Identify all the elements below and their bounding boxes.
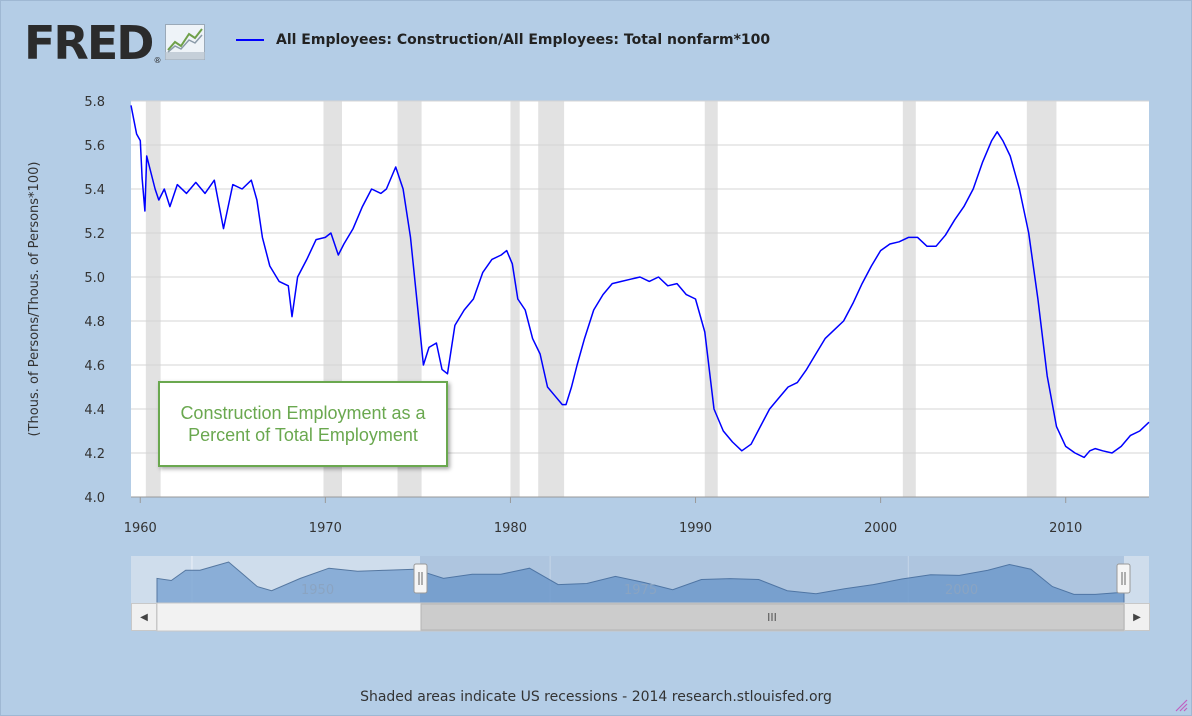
- footer-note: Shaded areas indicate US recessions - 20…: [360, 689, 832, 705]
- y-tick-label: 4.6: [84, 359, 105, 374]
- scroll-left-arrow[interactable]: ◀: [131, 603, 157, 631]
- recession-band: [145, 101, 161, 497]
- scrollbar-thumb[interactable]: [420, 603, 1125, 631]
- right-arrow-icon: ▶: [1133, 611, 1141, 623]
- x-tick-label: 1970: [309, 521, 342, 536]
- y-tick-label: 4.4: [84, 403, 105, 418]
- y-axis-label: (Thous. of Persons/Thous. of Persons*100…: [27, 162, 42, 437]
- x-axis-ticks: 1960 1970 1980 1990 2000 2010: [124, 496, 1149, 536]
- scrollbar-grip: III: [767, 611, 777, 624]
- chart-legend[interactable]: All Employees: Construction/All Employee…: [236, 32, 770, 48]
- resize-grip-icon[interactable]: [1174, 698, 1188, 712]
- line-graph-icon: [165, 24, 206, 64]
- navigator-right-handle[interactable]: [1116, 563, 1131, 594]
- y-tick-label: 5.4: [84, 183, 105, 198]
- fred-logo: FRED ®: [24, 16, 206, 70]
- annotation-text: Construction Employment as a Percent of …: [180, 403, 426, 445]
- left-arrow-icon: ◀: [140, 611, 148, 623]
- navigator-window[interactable]: [420, 556, 1124, 603]
- y-tick-label: 5.8: [84, 95, 105, 110]
- x-tick-label: 1990: [679, 521, 712, 536]
- y-tick-label: 4.2: [84, 447, 105, 462]
- navigator-year-labels: 1950 1975 2000: [301, 583, 978, 598]
- series-line: [130, 105, 1150, 459]
- recession-band: [704, 101, 718, 497]
- navigator-left-handle[interactable]: [413, 563, 428, 594]
- y-tick-label: 5.6: [84, 139, 105, 154]
- y-tick-label: 5.2: [84, 227, 105, 242]
- navigator-year-label: 1950: [301, 583, 334, 598]
- logo-text: FRED: [24, 16, 154, 70]
- x-tick-label: 2010: [1049, 521, 1082, 536]
- navigator-area: [156, 561, 1125, 604]
- scrollbar[interactable]: III: [156, 602, 1125, 632]
- y-tick-label: 5.0: [84, 271, 105, 286]
- series-layer: [130, 105, 1150, 459]
- x-tick-label: 1960: [124, 521, 157, 536]
- x-tick-label: 1980: [494, 521, 527, 536]
- recession-band: [1026, 101, 1057, 497]
- recession-band: [538, 101, 565, 497]
- recession-band: [902, 101, 916, 497]
- recession-bands: [145, 101, 1057, 497]
- y-tick-label: 4.8: [84, 315, 105, 330]
- recession-band: [510, 101, 520, 497]
- legend-swatch: [236, 39, 264, 41]
- navigator-year-label: 1975: [624, 583, 657, 598]
- y-tick-label: 4.0: [84, 491, 105, 506]
- registered-mark: ®: [153, 56, 162, 65]
- x-tick-label: 2000: [864, 521, 897, 536]
- y-axis-ticks: 4.0 4.2 4.4 4.6 4.8 5.0 5.2 5.4 5.6 5.8: [84, 95, 105, 506]
- legend-label: All Employees: Construction/All Employee…: [276, 32, 771, 48]
- navigator[interactable]: 1950 1975 2000: [131, 556, 1149, 604]
- annotation-box: Construction Employment as a Percent of …: [158, 381, 448, 467]
- navigator-year-label: 2000: [945, 583, 978, 598]
- scroll-right-arrow[interactable]: ▶: [1124, 603, 1150, 631]
